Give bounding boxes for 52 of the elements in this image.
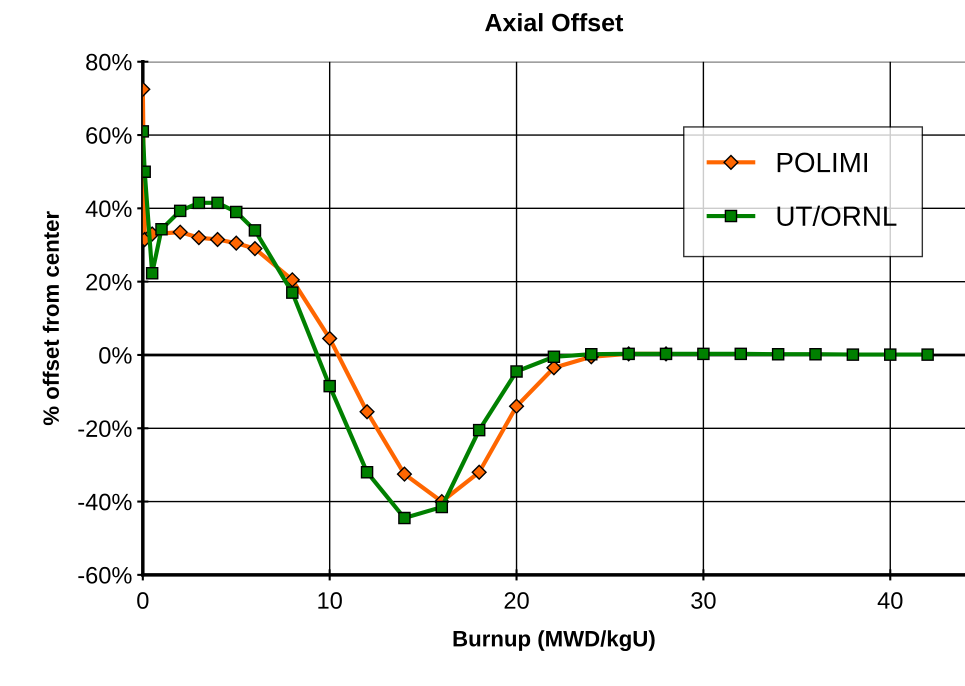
point: [359, 404, 375, 420]
point: [248, 224, 262, 237]
point: [211, 196, 224, 210]
point: [472, 424, 486, 436]
point: [174, 204, 186, 218]
point: [436, 500, 448, 514]
point: [697, 348, 710, 360]
x-tick-label: 10: [318, 592, 342, 609]
y-tick-label: -20%: [78, 420, 132, 438]
y-tick-label: 40%: [86, 200, 132, 218]
point: [472, 464, 487, 480]
point: [230, 206, 242, 218]
point: [323, 380, 336, 392]
point: [921, 348, 934, 361]
legend-label: UT/ORNL: [778, 206, 896, 226]
point: [322, 330, 338, 346]
y-tick-label: 60%: [86, 127, 132, 144]
point: [284, 272, 300, 288]
legend-label: POLIMI: [778, 152, 868, 172]
point: [772, 348, 784, 360]
x-axis-title: Burnup (MWD/kgU): [454, 630, 655, 652]
x-tick-label: 30: [691, 592, 716, 609]
point: [396, 466, 412, 482]
point: [508, 398, 524, 414]
point: [192, 196, 206, 210]
point: [210, 232, 226, 248]
x-tick-label: 20: [504, 592, 529, 609]
point: [191, 230, 206, 246]
point: [398, 512, 411, 524]
x-tick-label: 40: [878, 592, 902, 609]
point: [155, 222, 168, 236]
point: [585, 348, 598, 360]
point: [809, 348, 822, 360]
point: [228, 236, 244, 251]
y-axis-title: % offset from center: [42, 211, 60, 426]
point: [846, 348, 860, 361]
point: [286, 286, 299, 299]
y-tick-label: 80%: [86, 54, 132, 71]
point: [548, 350, 560, 364]
y-tick-label: -40%: [78, 494, 132, 510]
y-tick-label: 20%: [86, 274, 132, 290]
point: [146, 266, 158, 280]
x-tick-label: 0: [137, 592, 148, 609]
point: [360, 466, 374, 478]
y-tick-label: -60%: [78, 566, 132, 584]
chart-title: Axial Offset: [485, 13, 624, 32]
point: [734, 348, 748, 360]
point: [510, 365, 523, 378]
point: [172, 224, 188, 240]
point: [247, 241, 263, 256]
point: [884, 348, 897, 361]
y-tick-label: 0%: [99, 347, 132, 364]
